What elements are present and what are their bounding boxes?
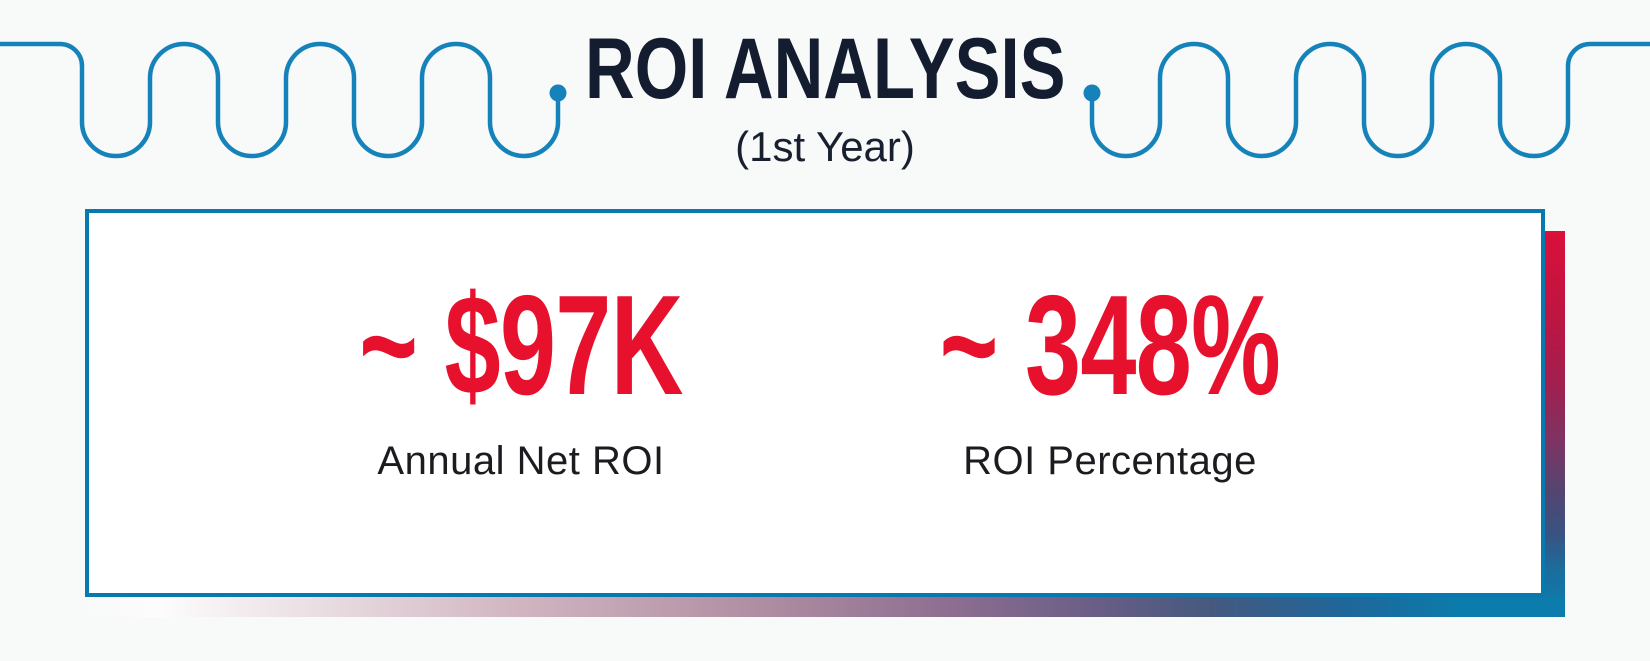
page-title: ROI ANALYSIS [0, 26, 1650, 112]
page-subtitle: (1st Year) [735, 123, 915, 170]
gradient-stripe-right [1545, 231, 1565, 617]
header-wave-decoration [0, 41, 1650, 159]
stat-annual-net-roi: ~ $97K Annual Net ROI [221, 275, 821, 484]
stat-value: ~ 348% [810, 275, 1410, 417]
page-title-text: ROI ANALYSIS [584, 21, 1066, 117]
stat-label: ROI Percentage [963, 439, 1257, 483]
squiggle-line-right [1089, 41, 1650, 159]
stat-roi-percentage: ~ 348% ROI Percentage [810, 275, 1410, 484]
stat-value-text: ~ 348% [939, 266, 1281, 425]
title-dot-left-icon [549, 84, 567, 102]
stat-value-text: ~ $97K [359, 266, 683, 425]
stat-value: ~ $97K [221, 275, 821, 417]
stat-label: Annual Net ROI [377, 439, 665, 483]
squiggle-line-left [0, 41, 561, 159]
gradient-bar-bottom [85, 597, 1565, 617]
roi-stats-card: ~ $97K Annual Net ROI ~ 348% ROI Percent… [85, 209, 1545, 597]
title-dot-right-icon [1083, 84, 1101, 102]
